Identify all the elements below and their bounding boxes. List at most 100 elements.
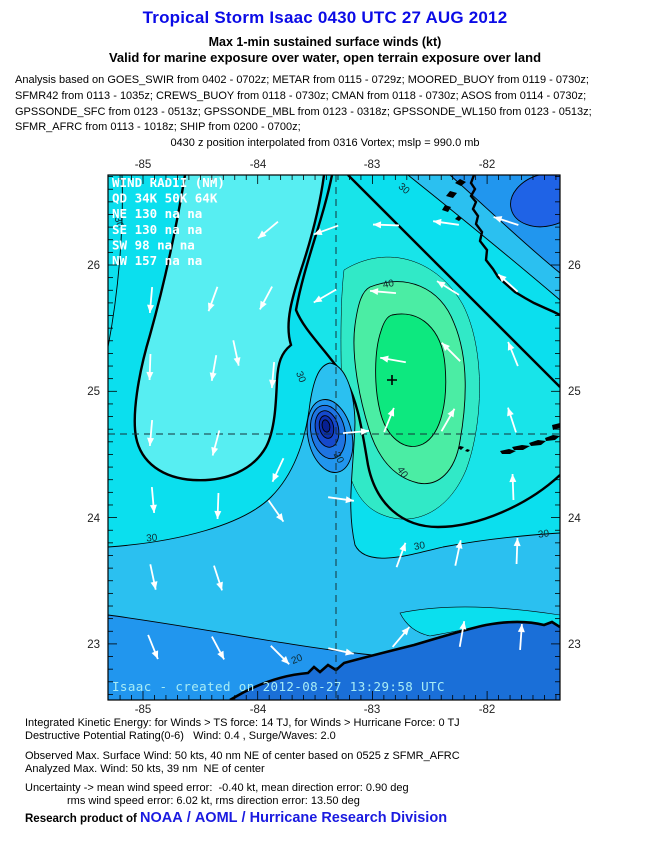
- wind-arrow-head: [498, 274, 507, 283]
- wind-radii-line: QD 34K 50K 64K: [112, 191, 218, 206]
- wind-arrow-head: [345, 648, 354, 656]
- wind-arrow-head: [493, 216, 503, 223]
- wind-arrow-head: [507, 341, 515, 351]
- ike-line: Integrated Kinetic Energy: for Winds > T…: [25, 717, 460, 729]
- axis-labels: -85 -85 -84 -84 -83 -83 -82 -82 26 26 25 25 24 24 23 23: [87, 159, 581, 716]
- contour-value-label: 30: [537, 528, 550, 541]
- position-interpolation-line: 0430 z position interpolated from 0316 V…: [170, 137, 480, 149]
- analysis-sources-block: Analysis based on GOES_SWIR from 0402 - …: [15, 73, 635, 136]
- wind-arrow-head: [360, 428, 369, 436]
- wind-arrow-head: [447, 408, 455, 418]
- wind-arrow-head: [399, 542, 406, 552]
- analyzed-max-wind-line: Analyzed Max. Wind: 50 kts, 39 nm NE of …: [25, 763, 265, 775]
- link-aoml[interactable]: AOML: [194, 810, 238, 826]
- latitude-label-left: 24: [87, 513, 100, 525]
- longitude-label-top: -84: [250, 159, 267, 171]
- contour-field: [108, 175, 560, 700]
- wind-arrow-head: [459, 621, 467, 630]
- thick-contour-green-south: [294, 175, 560, 529]
- fill-lobe-west-35-40: [134, 175, 324, 481]
- wind-arrow-head: [370, 288, 379, 296]
- wind-arrow-head: [149, 504, 157, 513]
- latitude-label-left: 26: [87, 260, 100, 272]
- wind-arrow-head: [441, 342, 450, 351]
- thick-contour-lobe: [133, 175, 326, 482]
- wind-arrow-head: [509, 474, 517, 483]
- latitude-label-right: 24: [568, 513, 581, 525]
- longitude-label-bottom: -85: [135, 704, 152, 716]
- contour-value-label: 30: [413, 540, 426, 553]
- wind-radii-table: WIND RADII (NM) QD 34K 50K 64K NE 130 na…: [112, 175, 225, 268]
- wind-arrow-head: [209, 372, 217, 381]
- latitude-label-right: 26: [568, 260, 581, 272]
- analysis-source-line: SFMR_AFRC from 0113 - 1018z; SHIP from 0…: [15, 121, 301, 134]
- longitude-label-bottom: -82: [479, 704, 496, 716]
- wind-arrow-head: [217, 650, 225, 660]
- analysis-source-line: GPSSONDE_SFC from 0123 - 0513z; GPSSONDE…: [15, 105, 592, 118]
- latitude-label-right: 23: [568, 639, 581, 651]
- plot-frame: [107, 174, 561, 701]
- subtitle-exposure: Valid for marine exposure over water, op…: [108, 50, 542, 65]
- wind-arrow-head: [313, 228, 323, 235]
- wind-arrow-head: [208, 302, 215, 312]
- cuba-coastline: [229, 620, 560, 700]
- wind-arrow-head: [211, 446, 219, 456]
- wind-arrow-head: [259, 300, 267, 310]
- wind-arrow-head: [269, 379, 277, 388]
- link-noaa[interactable]: NOAA: [140, 810, 183, 826]
- link-hrd[interactable]: Hurricane Research Division: [249, 810, 448, 826]
- wind-arrow-head: [387, 407, 395, 417]
- wind-radii-line: NE 130 na na: [112, 206, 202, 221]
- wind-arrow-head: [345, 496, 354, 504]
- analysis-source-line: SFMR42 from 0113 - 1035z; CREWS_BUOY fro…: [15, 89, 587, 102]
- wind-arrow-head: [214, 510, 222, 519]
- observed-max-wind-line: Observed Max. Surface Wind: 50 kts, 40 n…: [25, 750, 460, 762]
- credit-sep-2: /: [237, 810, 250, 826]
- subtitle-winds: Max 1-min sustained surface winds (kt): [208, 35, 442, 49]
- wind-arrow-head: [216, 581, 223, 591]
- florida-islands: [442, 179, 466, 221]
- wind-radii-line: NW 157 na na: [112, 253, 202, 268]
- contour-value-label: 30: [112, 216, 126, 230]
- page-title: Tropical Storm Isaac 0430 UTC 27 AUG 201…: [142, 8, 508, 27]
- latitude-label-left: 23: [87, 639, 100, 651]
- wind-arrow-head: [276, 513, 284, 522]
- cuba-land: [230, 622, 560, 700]
- wind-vector-arrows: [146, 216, 525, 665]
- florida-keys: [500, 423, 560, 454]
- wind-radii-line: SE 130 na na: [112, 222, 202, 237]
- contour-value-label: 20: [331, 450, 346, 465]
- wind-arrow-head: [150, 581, 158, 590]
- credit-prefix: Research product of: [25, 813, 141, 825]
- wind-arrow-head: [272, 473, 280, 482]
- small-island-pair: [458, 446, 470, 452]
- wind-arrow-head: [258, 230, 267, 239]
- wind-arrow-head: [455, 540, 463, 549]
- wind-arrow-head: [281, 656, 290, 665]
- wind-arrow-head: [507, 407, 514, 417]
- wind-arrow-head: [433, 218, 442, 226]
- min-core: [321, 419, 331, 433]
- analysis-source-line: Analysis based on GOES_SWIR from 0402 - …: [15, 74, 589, 86]
- wind-arrow-head: [401, 627, 410, 636]
- wind-arrow-head: [151, 650, 159, 660]
- credit-line: Research product of NOAA / AOML / Hurric…: [25, 810, 447, 826]
- thick-contour-diagonal: [347, 175, 560, 388]
- dpr-line: Destructive Potential Rating(0-6) Wind: …: [25, 730, 336, 742]
- wind-arrow-head: [513, 538, 521, 547]
- axis-ticks: [108, 175, 560, 700]
- credit-sep-1: /: [182, 810, 195, 826]
- longitude-label-top: -85: [135, 159, 152, 171]
- longitude-label-bottom: -83: [364, 704, 381, 716]
- latitude-label-left: 25: [87, 386, 100, 398]
- wind-arrow-head: [517, 624, 525, 633]
- contour-value-label: 30: [146, 533, 158, 545]
- contour-value-label: 20: [290, 652, 305, 667]
- contour-value-label: 30: [293, 370, 308, 385]
- max-wind-plus-mark: [387, 375, 397, 385]
- longitude-label-top: -83: [364, 159, 381, 171]
- fl-corner-min: [510, 175, 560, 228]
